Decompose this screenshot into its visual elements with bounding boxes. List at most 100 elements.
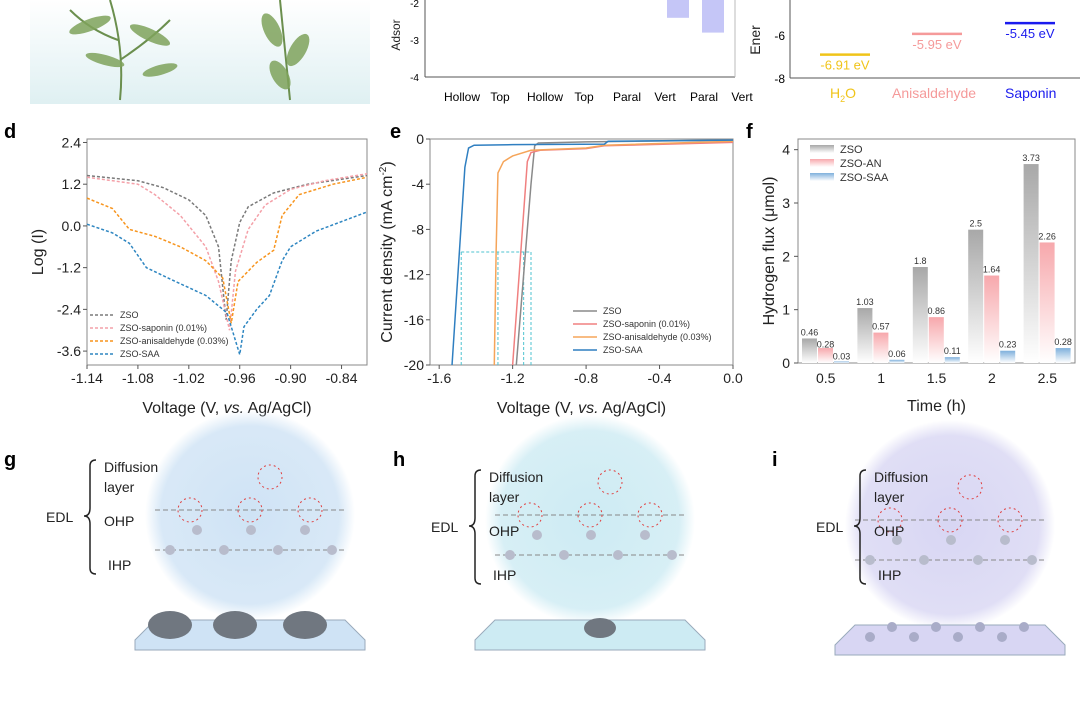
y-tick-label: -20 [404,357,424,373]
ion [505,550,515,560]
bar [928,317,944,363]
legend-label: ZSO-anisaldehyde (0.03%) [603,332,712,342]
solvated-ion [877,507,903,533]
x-tick-label: 0.0 [723,370,743,386]
x-tick-label: -0.90 [275,370,307,386]
ihp-label: IHP [493,567,516,583]
edl-schematics: g EDL Diffusion layer OHP IHP h EDL Diffusion lay… [4,410,1066,656]
bar [702,0,724,33]
h2o-main: H [830,85,840,101]
edl-label: EDL [46,509,73,525]
x-tick-label: Hollow [444,90,480,104]
y-tick-label: -2.4 [57,301,81,317]
ohp-label: OHP [104,513,134,529]
data-label: 0.46 [801,327,819,337]
x-tick-label: -1.2 [501,370,525,386]
legend-label: ZSO [840,144,863,156]
y-tick-label: -4 [412,176,425,192]
y-tick-label: -6 [774,29,785,43]
data-label: 0.57 [872,322,890,332]
edl-label: EDL [431,519,458,535]
bar [984,275,1000,363]
edl-bracket [853,469,867,585]
layer-label: layer [874,489,905,505]
bar [818,348,833,363]
solvated-ion [577,502,603,528]
x-tick-label: -1.02 [173,370,205,386]
bar [889,359,905,363]
x-axis-label: Voltage (V, vs. Ag/AgCl) [497,400,666,417]
plot-frame [86,138,368,366]
data-label: 0.86 [928,306,946,316]
series-line [515,139,734,366]
bar [802,338,817,363]
legend-label: ZSO-SAA [120,349,160,359]
ion [273,545,283,555]
edl-bracket [83,459,97,575]
ion [1019,622,1029,632]
ion [559,550,569,560]
y-tick-label: 0 [416,131,424,147]
solvated-ion [937,507,963,533]
solvated-ion [637,502,663,528]
bar [968,229,984,363]
data-label: 2.26 [1038,231,1056,241]
ion [165,545,175,555]
y-tick-label: 2 [782,248,790,264]
bar [912,267,928,363]
diffusion-label: Diffusion [104,459,158,475]
ion [973,555,983,565]
y-tick-label: 0.0 [62,218,82,234]
panel-label-d: d [4,121,16,143]
ion [219,545,229,555]
y-tick-label: -1.2 [57,260,81,276]
y-axis-label: Log (I) [30,229,47,275]
x-tick-label: Paral [613,90,641,104]
adsorption-chart: Adsor -2 -3 -4 Hollow Top Hollow Top Paral Vert P… [389,0,753,104]
y-tick-label: -3 [410,36,419,47]
x-tick-label: Vert [731,90,753,104]
chart-f: 0 1 2 3 4 0.5 0.46 0.28 0.03 1 1.03 0.57 0.06 1.5 1.8 0… [761,138,1076,415]
series-line [86,176,368,324]
y-tick-label: 2.4 [62,134,82,150]
series-line [86,173,368,331]
ion [919,555,929,565]
legend-label: ZSO [120,310,139,320]
x-tick-label: Vert [654,90,676,104]
ion [613,550,623,560]
legend-label: ZSO-saponin (0.01%) [120,323,207,333]
ion [953,632,963,642]
legend-label: ZSO-SAA [840,172,889,184]
data-label: 1.03 [856,297,874,307]
x-tick-label: -0.96 [224,370,256,386]
dendrite-cluster [213,611,257,639]
energy-level-chart: Ener -6 -8 -6.91 eV -5.95 eV -5.45 eV H2O An… [747,0,1080,104]
data-label: 0.03 [833,351,851,361]
data-label: 0.06 [888,349,906,359]
xlabel-anisaldehyde: Anisaldehyde [892,85,976,101]
diffusion-label: Diffusion [489,469,543,485]
data-label: 0.23 [999,340,1017,350]
series-line [86,211,368,355]
x-tick-label: 1 [877,370,885,386]
x-tick-label: -0.8 [574,370,598,386]
bar [1055,348,1071,363]
zoom-bubble [485,415,695,625]
series-line [451,139,734,366]
ion [246,525,256,535]
y-tick-label: 1 [782,302,790,318]
layer-label: layer [104,479,135,495]
ion [887,622,897,632]
series-line [493,140,734,366]
y-axis-label: Ener [747,25,763,55]
x-tick-label: -0.84 [326,370,358,386]
ion [975,622,985,632]
legend-label: ZSO-saponin (0.01%) [603,319,690,329]
data-label: 0.28 [817,339,835,349]
bar [667,0,689,18]
chart-e: -1.6 -1.2 -0.8 -0.4 0.0 0 -4 -8 -12 -16 -20 Voltage… [378,131,743,417]
ion [532,530,542,540]
legend-label: ZSO [603,306,622,316]
ihp-label: IHP [878,567,901,583]
